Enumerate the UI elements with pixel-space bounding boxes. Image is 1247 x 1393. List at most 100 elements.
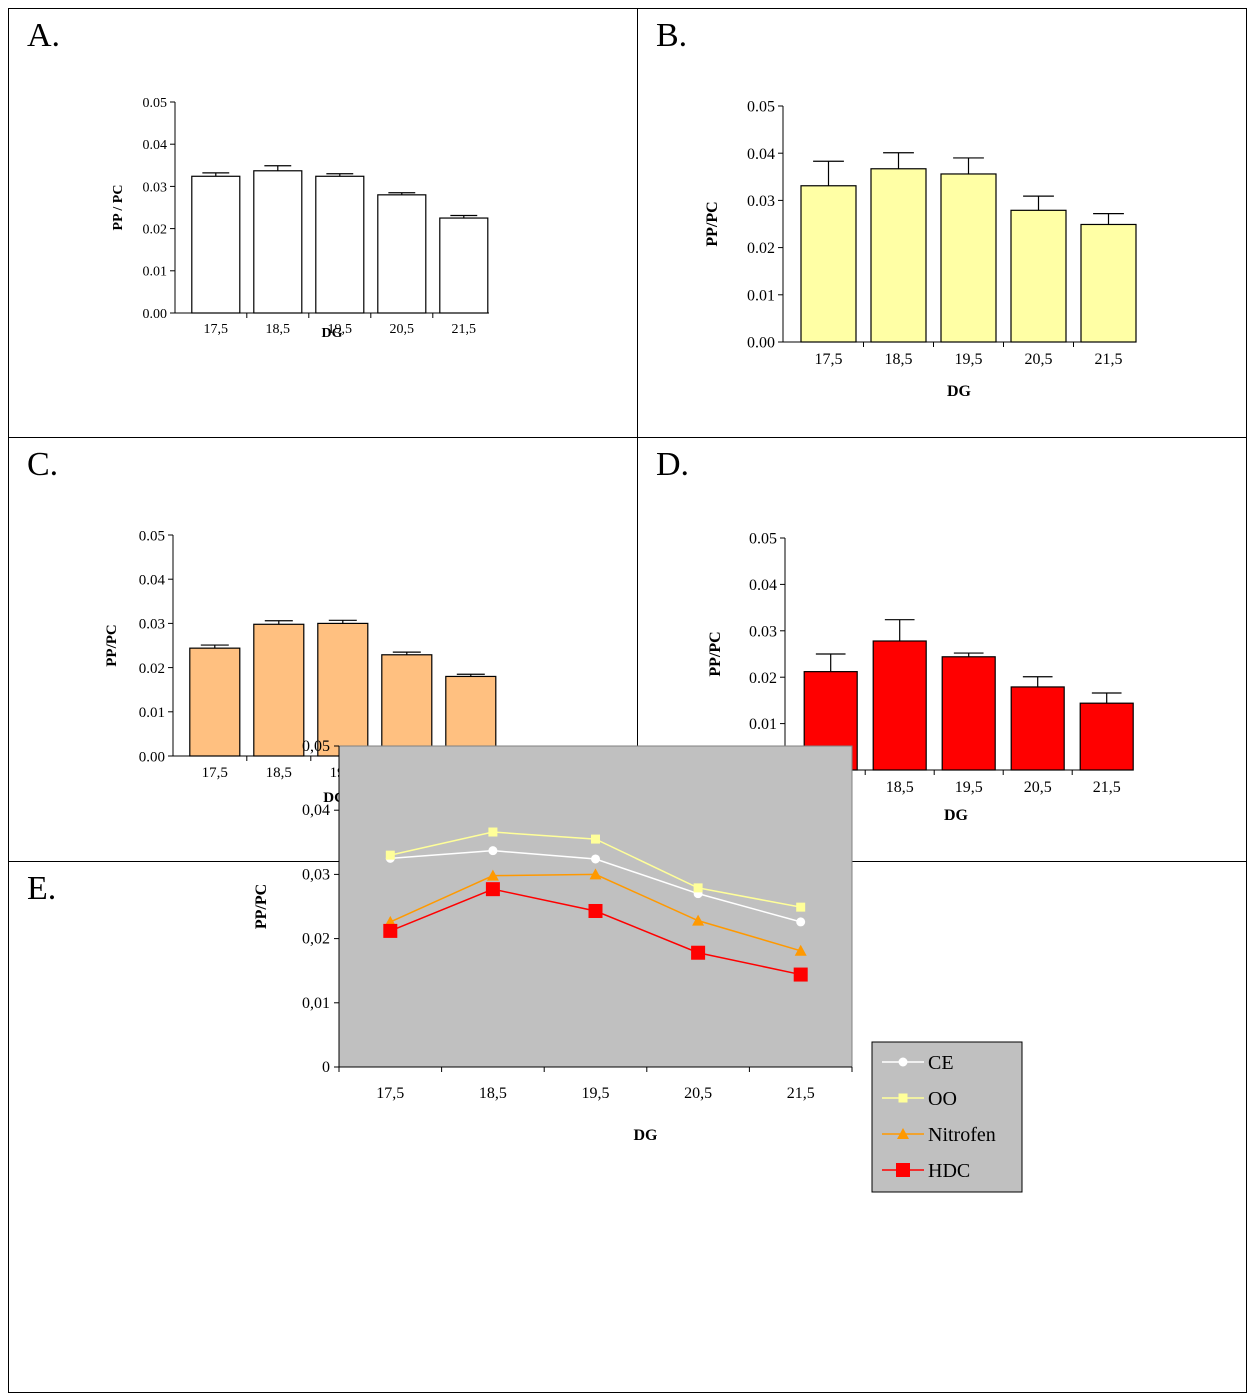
y-tick-label: 0.05 <box>747 99 775 116</box>
data-point <box>588 903 603 918</box>
data-point <box>488 846 498 856</box>
y-axis-title: PP/PC <box>704 201 721 246</box>
panel-letter-c: C. <box>27 446 59 483</box>
y-axis-title: PP/PC <box>104 624 120 667</box>
data-point <box>796 917 806 927</box>
x-axis-title: DG <box>322 326 343 341</box>
bar <box>189 647 241 757</box>
data-point <box>693 883 703 893</box>
legend-marker <box>897 1128 909 1139</box>
panel-letter-e: E. <box>27 870 57 907</box>
bar <box>377 194 427 314</box>
series-hdc <box>383 882 808 982</box>
y-tick-label: 0,05 <box>302 738 330 755</box>
data-point <box>793 967 808 982</box>
bar <box>1010 209 1067 343</box>
data-point <box>796 902 806 912</box>
y-tick-label: 0.02 <box>143 223 168 238</box>
bar <box>1010 686 1065 771</box>
legend-label: OO <box>928 1088 957 1110</box>
data-point <box>589 868 602 880</box>
x-tick-label: 19,5 <box>328 322 353 337</box>
x-tick-label: 18,5 <box>266 765 292 781</box>
legend-marker <box>898 1093 908 1103</box>
y-tick-label: 0.00 <box>139 749 165 765</box>
legend-label: CE <box>928 1052 954 1074</box>
bar <box>872 640 927 771</box>
legend-marker <box>898 1057 908 1067</box>
x-tick-label: 18,5 <box>885 351 913 368</box>
data-point <box>591 854 600 864</box>
legend-label: Nitrofen <box>928 1124 996 1146</box>
x-tick-label: 18,5 <box>479 1085 507 1102</box>
legend-label: HDC <box>928 1160 970 1182</box>
x-tick-label: 17,5 <box>376 1085 404 1102</box>
bar <box>870 168 927 343</box>
bar <box>940 173 997 343</box>
bar-chart-0: 0.00 0.01 0.02 0.03 0.04 0.05 17,5 18,5 19,5 20,5… <box>111 96 489 341</box>
bar <box>800 185 857 343</box>
bar <box>381 654 433 757</box>
y-tick-label: 0.01 <box>139 705 165 721</box>
legend-marker <box>896 1163 910 1177</box>
x-tick-label: 19,5 <box>955 351 983 368</box>
legend: CE OO Nitrofen HDC <box>871 1041 1023 1193</box>
y-tick-label: 0.01 <box>747 287 775 304</box>
y-tick-label: 0.02 <box>749 670 777 687</box>
y-axis-title: PP/PC <box>253 884 270 929</box>
data-point <box>692 914 705 926</box>
bar <box>439 217 489 314</box>
y-tick-label: 0.05 <box>139 528 165 544</box>
bar <box>1079 702 1134 771</box>
y-tick-label: 0,02 <box>302 931 330 948</box>
y-tick-label: 0.05 <box>143 96 168 111</box>
x-tick-label: 18,5 <box>886 779 914 796</box>
panel-letter-a: A. <box>27 17 61 54</box>
y-axis-title: PP/PC <box>707 631 724 676</box>
y-tick-label: 0,01 <box>302 995 330 1012</box>
bar <box>445 675 497 757</box>
data-point <box>486 869 499 881</box>
x-tick-label: 20,5 <box>684 1085 712 1102</box>
data-point <box>691 945 706 960</box>
x-tick-label: 20,5 <box>1025 351 1053 368</box>
x-tick-label: 17,5 <box>204 322 229 337</box>
panel-letter-d: D. <box>656 446 690 483</box>
x-tick-label: 21,5 <box>787 1085 815 1102</box>
y-tick-label: 0.03 <box>139 617 165 633</box>
y-tick-label: 0,04 <box>302 802 330 819</box>
y-tick-label: 0.01 <box>143 265 168 280</box>
x-tick-label: 21,5 <box>1093 779 1121 796</box>
y-tick-label: 0.00 <box>747 335 775 352</box>
x-tick-label: 17,5 <box>202 765 228 781</box>
y-tick-label: 0.01 <box>749 716 777 733</box>
x-tick-label: 20,5 <box>390 322 415 337</box>
bar <box>253 623 305 757</box>
y-tick-label: 0.00 <box>143 307 168 322</box>
y-tick-label: 0.03 <box>747 193 775 210</box>
bar-chart-1: 0.00 0.01 0.02 0.03 0.04 0.05 17,5 18,5 19,5 20,5… <box>704 99 1137 400</box>
bar-chart-3: 0.000.010.020.030.040.0517,518,519,520,5… <box>707 531 1134 824</box>
series-nitrofen <box>384 868 807 956</box>
y-tick-label: 0.04 <box>143 138 168 153</box>
data-point <box>794 944 807 956</box>
y-tick-label: 0,03 <box>302 866 330 883</box>
x-axis-title: DG <box>634 1127 659 1144</box>
x-tick-label: 18,5 <box>266 322 291 337</box>
y-tick-label: 0.03 <box>143 180 168 195</box>
data-point <box>383 923 398 938</box>
y-tick-label: 0.02 <box>139 661 165 677</box>
x-tick-label: 21,5 <box>1095 351 1123 368</box>
bar <box>317 622 369 757</box>
bar <box>253 170 303 314</box>
y-tick-label: 0.04 <box>749 577 777 594</box>
y-tick-label: 0.04 <box>139 572 166 588</box>
x-tick-label: 17,5 <box>815 351 843 368</box>
bar <box>1080 223 1137 343</box>
y-tick-label: 0.04 <box>747 146 775 163</box>
panel-letter-b: B. <box>656 17 688 54</box>
data-point <box>591 834 600 844</box>
y-tick-label: 0.05 <box>749 531 777 548</box>
x-axis-title: DG <box>947 383 972 400</box>
